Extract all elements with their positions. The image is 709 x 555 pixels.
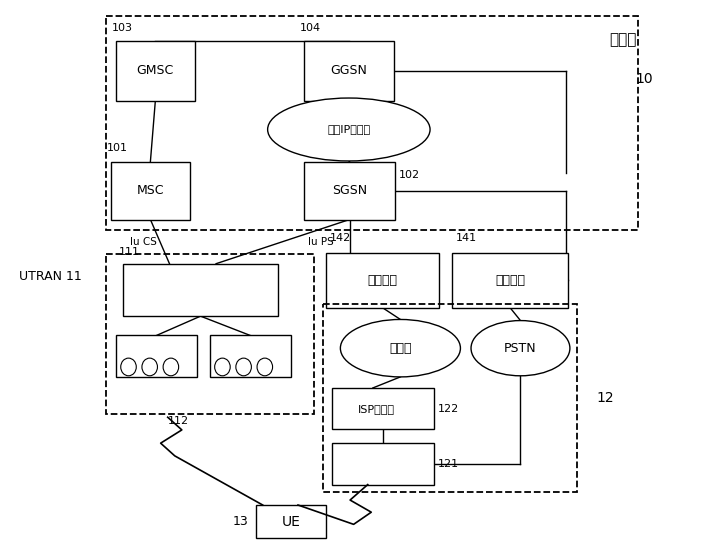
Text: 112: 112 bbox=[167, 416, 189, 426]
FancyBboxPatch shape bbox=[303, 41, 394, 101]
FancyBboxPatch shape bbox=[123, 264, 278, 316]
Text: Iu PS: Iu PS bbox=[308, 236, 334, 246]
Text: UE: UE bbox=[281, 514, 301, 528]
Text: 142: 142 bbox=[330, 233, 351, 243]
Text: Iu CS: Iu CS bbox=[130, 236, 157, 246]
Text: 10: 10 bbox=[635, 72, 653, 85]
Text: UTRAN 11: UTRAN 11 bbox=[19, 270, 82, 283]
FancyBboxPatch shape bbox=[326, 253, 440, 308]
Text: 核心网: 核心网 bbox=[609, 33, 637, 48]
Text: 111: 111 bbox=[119, 247, 140, 257]
Text: 104: 104 bbox=[300, 23, 321, 33]
Text: 专用IP主干网: 专用IP主干网 bbox=[328, 124, 370, 134]
Ellipse shape bbox=[257, 358, 272, 376]
Ellipse shape bbox=[142, 358, 157, 376]
FancyBboxPatch shape bbox=[116, 41, 195, 101]
Text: 141: 141 bbox=[455, 233, 476, 243]
Ellipse shape bbox=[471, 321, 570, 376]
Text: 122: 122 bbox=[438, 403, 459, 413]
Ellipse shape bbox=[340, 320, 460, 377]
Text: 101: 101 bbox=[107, 143, 128, 153]
Text: 13: 13 bbox=[233, 515, 249, 528]
Ellipse shape bbox=[267, 98, 430, 161]
Ellipse shape bbox=[163, 358, 179, 376]
Text: GMSC: GMSC bbox=[137, 64, 174, 78]
Text: ISP路由器: ISP路由器 bbox=[357, 403, 394, 413]
Text: 121: 121 bbox=[438, 459, 459, 469]
Text: 互联网: 互联网 bbox=[389, 342, 412, 355]
Text: 102: 102 bbox=[399, 170, 420, 180]
Text: 分组网关: 分组网关 bbox=[368, 274, 398, 287]
Text: 电路网关: 电路网关 bbox=[495, 274, 525, 287]
Text: GGSN: GGSN bbox=[330, 64, 367, 78]
Text: PSTN: PSTN bbox=[504, 342, 537, 355]
FancyBboxPatch shape bbox=[332, 443, 435, 485]
FancyBboxPatch shape bbox=[116, 335, 197, 377]
Ellipse shape bbox=[215, 358, 230, 376]
Ellipse shape bbox=[121, 358, 136, 376]
FancyBboxPatch shape bbox=[111, 162, 190, 220]
Text: SGSN: SGSN bbox=[332, 184, 367, 197]
Text: 12: 12 bbox=[596, 391, 614, 405]
FancyBboxPatch shape bbox=[332, 388, 435, 430]
FancyBboxPatch shape bbox=[452, 253, 569, 308]
Text: MSC: MSC bbox=[137, 184, 164, 197]
FancyBboxPatch shape bbox=[210, 335, 291, 377]
Text: 103: 103 bbox=[112, 23, 133, 33]
FancyBboxPatch shape bbox=[256, 505, 326, 538]
FancyBboxPatch shape bbox=[303, 162, 396, 220]
Ellipse shape bbox=[236, 358, 252, 376]
